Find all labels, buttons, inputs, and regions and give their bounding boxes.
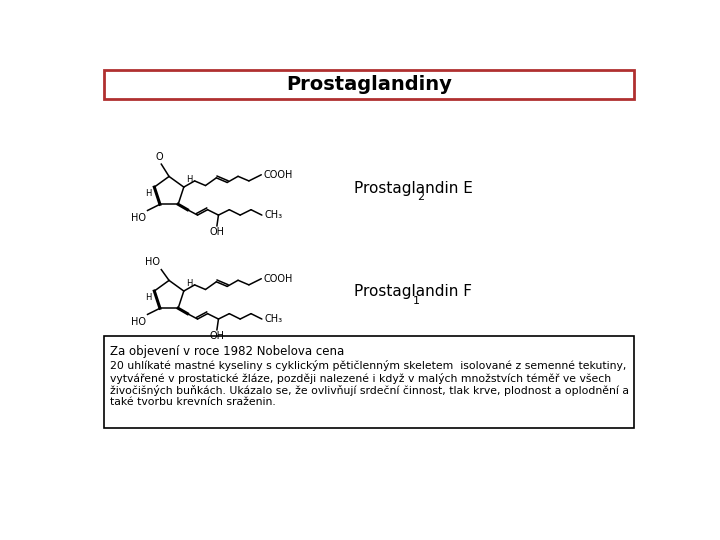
Text: vytvářené v prostatické žláze, později nalezené i když v malých množstvích téměř: vytvářené v prostatické žláze, později n…	[110, 373, 611, 384]
Text: H: H	[145, 188, 152, 198]
Text: HO: HO	[131, 213, 146, 223]
Text: Prostaglandin F: Prostaglandin F	[354, 285, 472, 300]
Bar	[104, 336, 634, 428]
Text: Prostaglandiny: Prostaglandiny	[286, 75, 452, 94]
Text: 2: 2	[417, 192, 424, 202]
Text: HO: HO	[145, 258, 160, 267]
Text: 1: 1	[413, 296, 420, 306]
Text: O: O	[156, 152, 163, 162]
Text: CH₃: CH₃	[264, 210, 282, 220]
Text: Za objevení v roce 1982 Nobelova cena: Za objevení v roce 1982 Nobelova cena	[110, 345, 344, 358]
Text: CH₃: CH₃	[264, 314, 282, 324]
Text: COOH: COOH	[264, 274, 293, 284]
Text: Prostaglandin E: Prostaglandin E	[354, 180, 472, 195]
Text: H: H	[186, 175, 192, 184]
Text: COOH: COOH	[264, 170, 293, 180]
Text: živočišných buňkách. Ukázalo se, že ovlivňují srdeční činnost, tlak krve, plodno: živočišných buňkách. Ukázalo se, že ovli…	[110, 385, 629, 396]
Text: 20 uhlíkaté mastné kyseliny s cyklickým pětičlenným skeletem  isolované z semenn: 20 uhlíkaté mastné kyseliny s cyklickým …	[110, 361, 626, 372]
Text: H: H	[145, 293, 152, 301]
Bar	[104, 70, 634, 99]
Text: OH: OH	[210, 227, 225, 238]
Text: také tvorbu krevních sraženin.: také tvorbu krevních sraženin.	[110, 397, 276, 408]
Text: H: H	[186, 279, 192, 288]
Text: HO: HO	[131, 317, 146, 327]
Text: OH: OH	[210, 332, 225, 341]
